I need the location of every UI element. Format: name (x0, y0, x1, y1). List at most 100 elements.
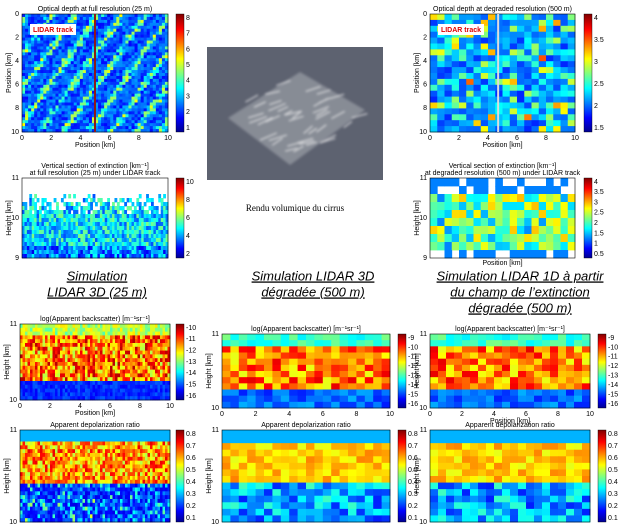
heatmap-cell (40, 100, 43, 103)
heatmap-cell (138, 385, 141, 389)
heatmap-cell (71, 202, 74, 206)
heatmap-cell (35, 373, 38, 377)
heatmap-cell (510, 26, 518, 32)
heatmap-cell (37, 218, 40, 222)
heatmap-cell (153, 343, 156, 347)
heatmap-cell (89, 44, 92, 47)
heatmap-cell (113, 14, 116, 17)
heatmap-cell (63, 354, 66, 358)
heatmap-cell (561, 234, 569, 242)
heatmap-cell (129, 246, 132, 250)
heatmap-cell (20, 324, 23, 328)
heatmap-cell (272, 359, 281, 366)
heatmap-cell (80, 32, 83, 35)
heatmap-cell (138, 32, 141, 35)
heatmap-cell (110, 79, 113, 82)
heatmap-cell (524, 202, 532, 210)
heatmap-cell (138, 377, 141, 381)
heatmap-cell (148, 373, 151, 377)
heatmap-cell (55, 117, 58, 120)
heatmap-cell (116, 85, 119, 88)
heatmap-cell (133, 381, 136, 385)
heatmap-cell (272, 383, 281, 390)
heatmap-cell (135, 377, 138, 381)
heatmap-cell (88, 332, 91, 336)
heatmap-cell (153, 324, 156, 328)
colorbar (176, 14, 184, 132)
heatmap-cell (71, 35, 74, 38)
heatmap-cell (503, 91, 511, 97)
heatmap-cell (125, 105, 128, 108)
heatmap-cell (503, 234, 511, 242)
heatmap-cell (59, 91, 62, 94)
heatmap-cell (33, 362, 36, 366)
heatmap-cell (103, 351, 106, 355)
heatmap-cell (40, 114, 43, 117)
heatmap-cell (147, 49, 150, 52)
heatmap-cell (113, 73, 116, 76)
heatmap-cell (68, 61, 71, 64)
heatmap-cell (28, 70, 31, 73)
heatmap-cell (56, 222, 59, 226)
heatmap-cell (40, 41, 43, 44)
heatmap-cell (38, 335, 41, 339)
heatmap-cell (147, 117, 150, 120)
heatmap-cell (66, 206, 69, 210)
heatmap-cell (29, 210, 32, 214)
heatmap-cell (373, 402, 382, 409)
heatmap-cell (90, 377, 93, 381)
heatmap-cell (114, 250, 117, 254)
heatmap-cell (123, 385, 126, 389)
heatmap-cell (62, 79, 65, 82)
heatmap-cell (73, 373, 76, 377)
heatmap-cell (153, 389, 156, 393)
heatmap-cell (50, 392, 53, 396)
heatmap-cell (105, 335, 108, 339)
heatmap-cell (113, 120, 116, 123)
heatmap-cell (125, 49, 128, 52)
heatmap-cell (43, 79, 46, 82)
heatmap-cell (97, 246, 100, 250)
y-tick-label: 6 (423, 82, 427, 89)
heatmap-cell (105, 370, 108, 374)
heatmap-cell (104, 20, 107, 23)
heatmap-cell (83, 29, 86, 32)
heatmap-cell (101, 117, 104, 120)
y-tick-label: 9 (15, 255, 19, 262)
heatmap-cell (135, 41, 138, 44)
heatmap-cell (23, 335, 26, 339)
heatmap-cell (29, 230, 32, 234)
heatmap-cell (144, 88, 147, 91)
heatmap-cell (100, 389, 103, 393)
heatmap-cell (466, 79, 474, 85)
heatmap-cell (78, 343, 81, 347)
heatmap-cell (44, 222, 47, 226)
heatmap-cell (95, 246, 98, 250)
heatmap-cell (32, 198, 35, 202)
heatmap-cell (128, 41, 131, 44)
heatmap-cell (149, 198, 152, 202)
heatmap-cell (153, 38, 156, 41)
heatmap-cell (49, 17, 52, 20)
heatmap-cell (77, 82, 80, 85)
heatmap-cell (118, 370, 121, 374)
panel-title: log(Apparent backscatter) [m⁻¹sr⁻¹] (40, 316, 150, 323)
heatmap-cell (148, 362, 151, 366)
heatmap-cell (22, 210, 25, 214)
heatmap-cell (22, 79, 25, 82)
heatmap-cell (488, 194, 496, 202)
colorbar-label: 3 (594, 199, 598, 206)
heatmap-cell (125, 339, 128, 343)
heatmap-cell (27, 238, 30, 242)
heatmap-cell (101, 41, 104, 44)
heatmap-cell (553, 126, 561, 132)
heatmap-cell (83, 222, 86, 226)
heatmap-cell (37, 100, 40, 103)
heatmap-cell (25, 366, 28, 370)
heatmap-cell (110, 385, 113, 389)
heatmap-cell (148, 385, 151, 389)
heatmap-cell (100, 210, 103, 214)
heatmap-cell (539, 202, 547, 210)
heatmap-cell (100, 343, 103, 347)
heatmap-cell (138, 120, 141, 123)
